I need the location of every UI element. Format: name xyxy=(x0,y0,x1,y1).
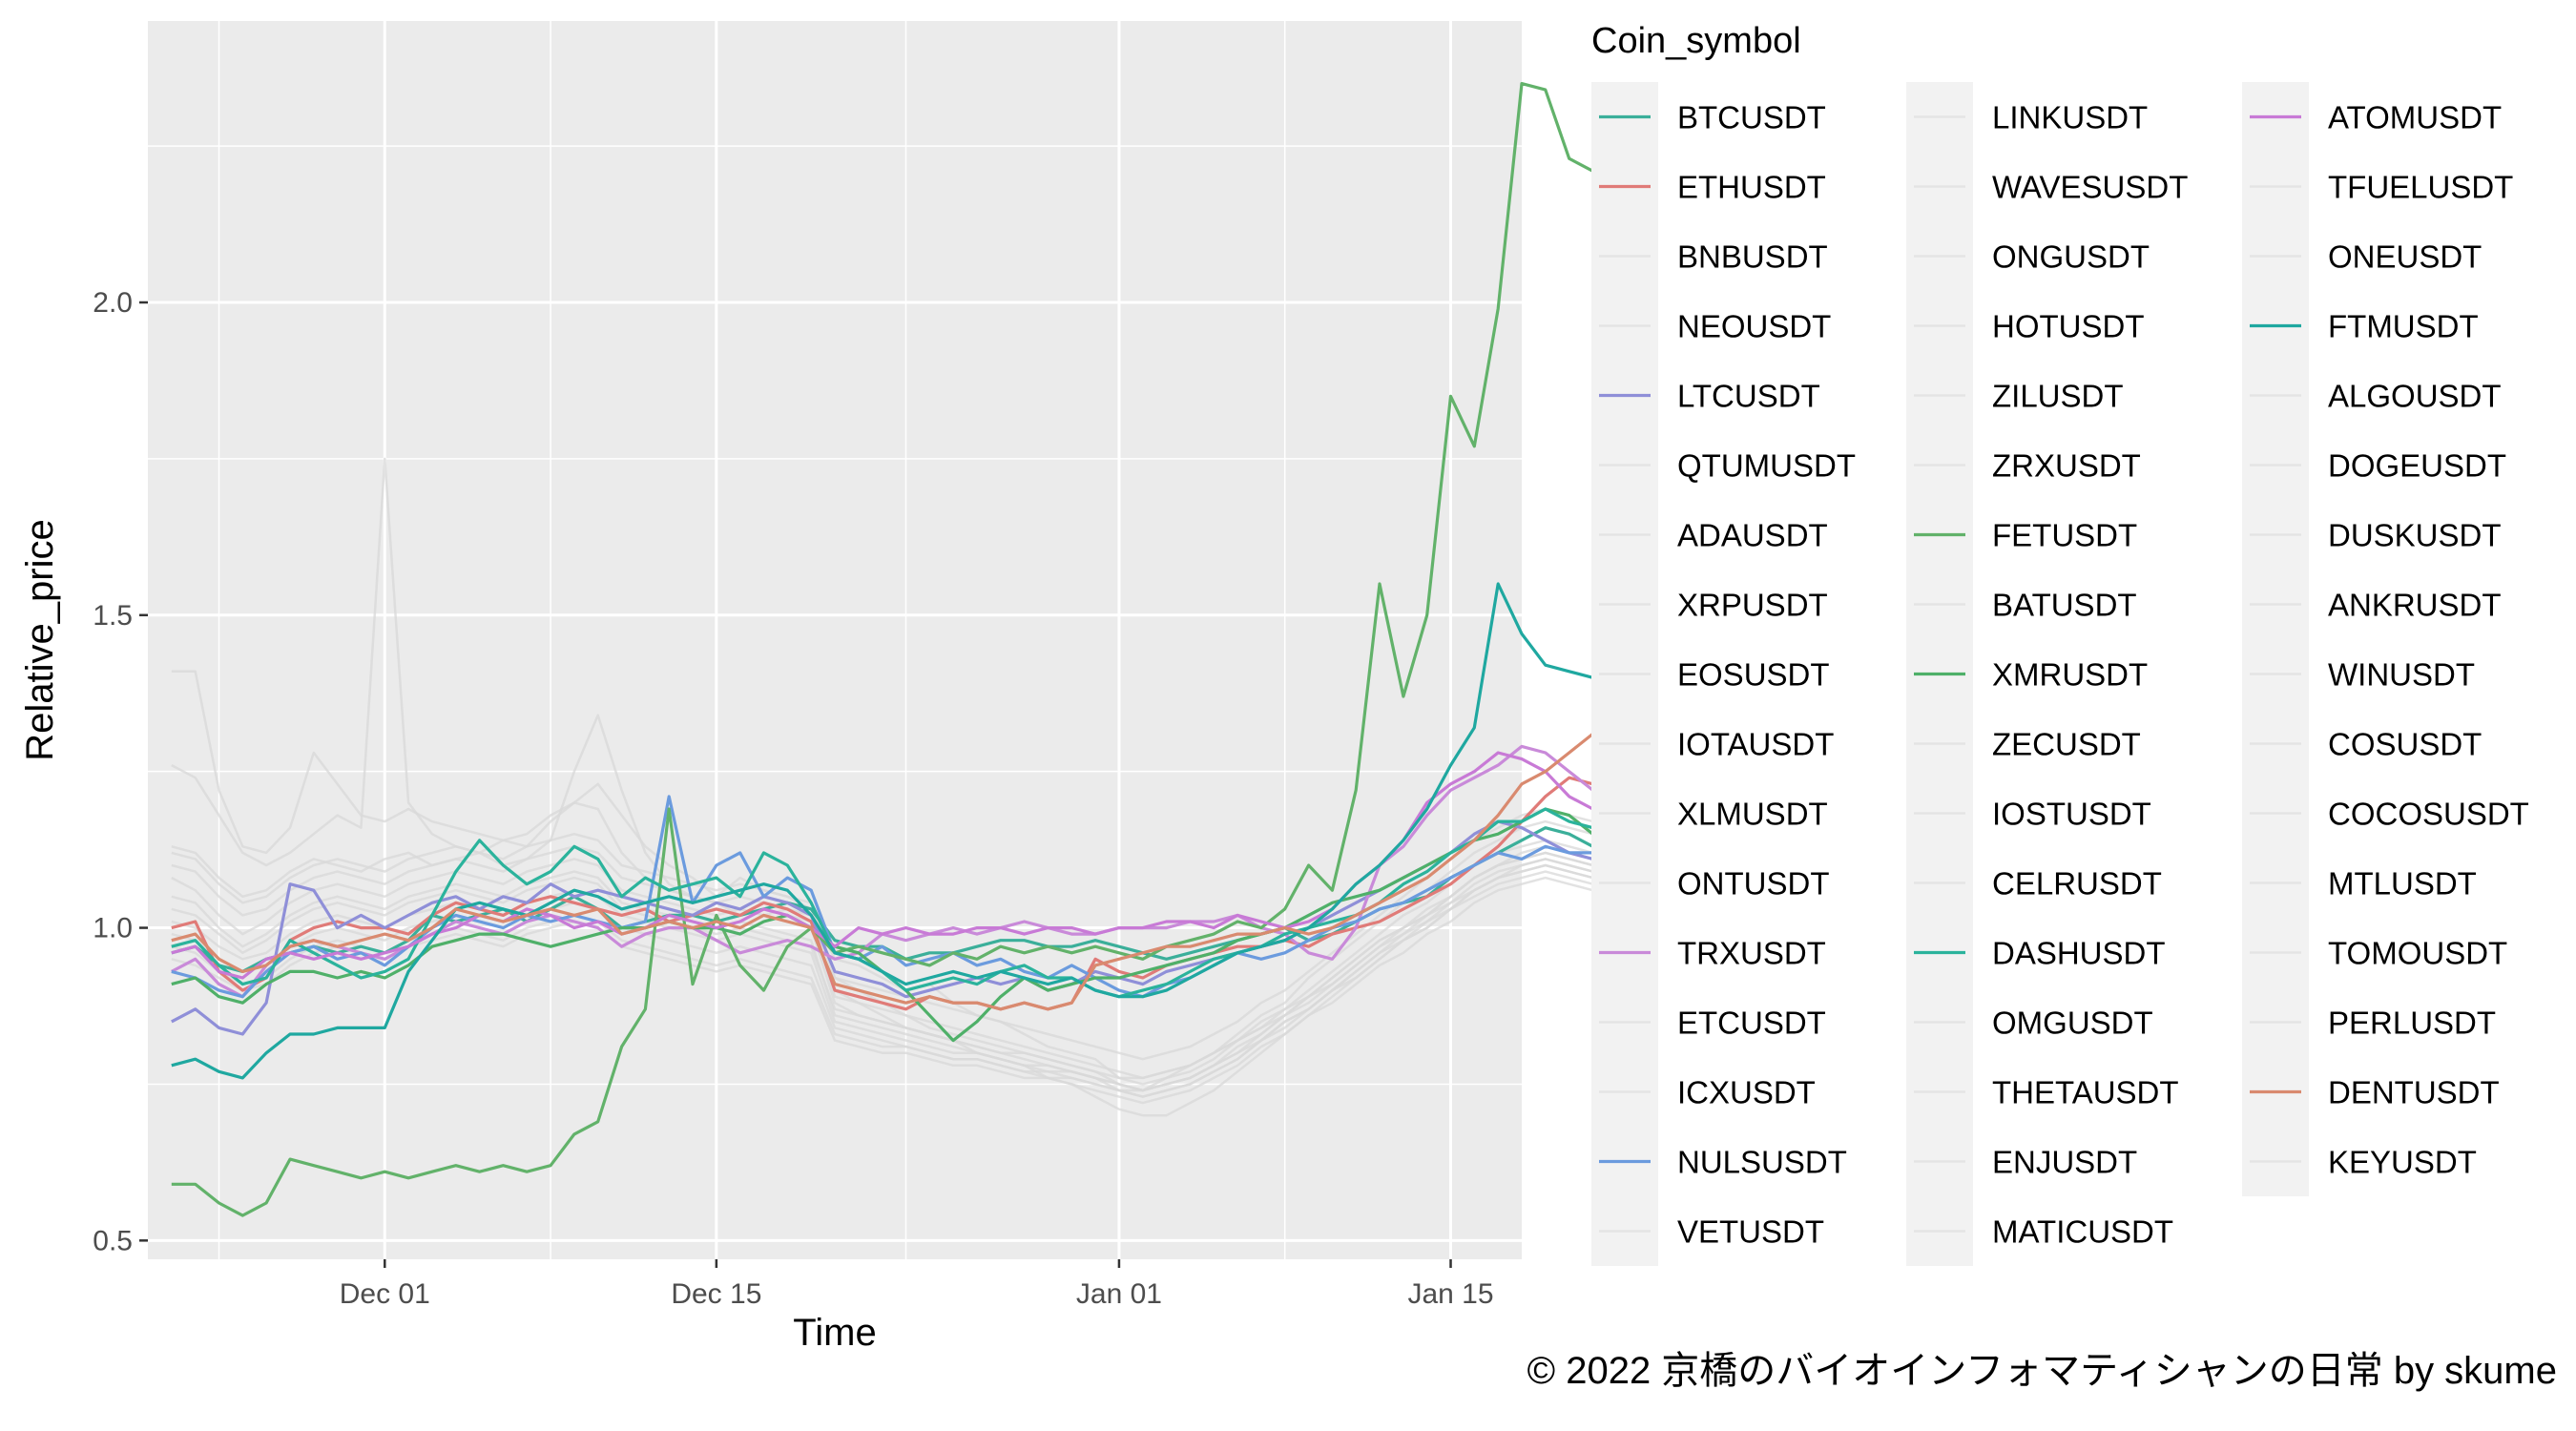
legend-label-ftmusdt: FTMUSDT xyxy=(2328,309,2479,344)
legend-label-xlmusdt: XLMUSDT xyxy=(1677,797,1828,832)
series-line-ftmusdt xyxy=(171,582,1593,1080)
background-series-line xyxy=(171,870,1593,1098)
y-tick-label: 0.5 xyxy=(93,1225,133,1256)
legend-label-maticusdt: MATICUSDT xyxy=(1992,1214,2173,1250)
legend-label-hotusdt: HOTUSDT xyxy=(1992,309,2145,344)
x-axis: Dec 01 Dec 15 Jan 01 Jan 15 xyxy=(340,1259,1494,1310)
legend-label-tfuelusdt: TFUELUSDT xyxy=(2328,170,2513,205)
legend-label-nulsusdt: NULSUSDT xyxy=(1677,1145,1847,1180)
legend-label-thetausdt: THETAUSDT xyxy=(1992,1075,2179,1110)
legend-label-ontusdt: ONTUSDT xyxy=(1677,866,1830,902)
minor-gridlines xyxy=(148,21,1522,1259)
legend-label-ongusdt: ONGUSDT xyxy=(1992,239,2150,275)
legend-label-dogeusdt: DOGEUSDT xyxy=(2328,448,2506,484)
legend-label-zecusdt: ZECUSDT xyxy=(1992,727,2141,762)
y-tick-label: 1.0 xyxy=(93,913,133,944)
legend-label-trxusdt: TRXUSDT xyxy=(1677,936,1826,971)
legend-label-keyusdt: KEYUSDT xyxy=(2328,1145,2477,1180)
background-series-line xyxy=(171,670,1593,1086)
legend-label-etcusdt: ETCUSDT xyxy=(1677,1006,1826,1041)
series-line-fetusdt xyxy=(171,82,1594,1217)
background-series-line xyxy=(171,839,1593,1080)
highlighted-series-lines xyxy=(171,82,1594,1217)
legend-label-zilusdt: ZILUSDT xyxy=(1992,379,2124,414)
y-axis: 0.5 1.0 1.5 2.0 xyxy=(93,287,148,1256)
legend-label-perlusdt: PERLUSDT xyxy=(2328,1006,2496,1041)
x-tick-label: Dec 15 xyxy=(671,1278,761,1310)
major-gridlines xyxy=(148,21,1522,1259)
legend-label-ethusdt: ETHUSDT xyxy=(1677,170,1826,205)
legend-label-tomousdt: TOMOUSDT xyxy=(2328,936,2507,971)
legend-label-cosusdt: COSUSDT xyxy=(2328,727,2482,762)
legend-label-xrpusdt: XRPUSDT xyxy=(1677,588,1828,623)
legend-label-omgusdt: OMGUSDT xyxy=(1992,1006,2153,1041)
caption: © 2022 京橋のバイオインフォマティシャンの日常 by skume xyxy=(1527,1350,2557,1392)
legend-label-iostusdt: IOSTUSDT xyxy=(1992,797,2151,832)
legend-title: Coin_symbol xyxy=(1591,21,1801,61)
legend-label-xmrusdt: XMRUSDT xyxy=(1992,657,2148,693)
legend-label-oneusdt: ONEUSDT xyxy=(2328,239,2482,275)
legend-label-batusdt: BATUSDT xyxy=(1992,588,2137,623)
y-tick-label: 2.0 xyxy=(93,287,133,319)
legend-label-icxusdt: ICXUSDT xyxy=(1677,1075,1816,1110)
background-series-line xyxy=(171,851,1593,1080)
y-axis-title: Relative_price xyxy=(19,519,61,760)
legend-label-bnbusdt: BNBUSDT xyxy=(1677,239,1828,275)
legend-label-eosusdt: EOSUSDT xyxy=(1677,657,1830,693)
legend-label-neousdt: NEOUSDT xyxy=(1677,309,1831,344)
legend-label-linkusdt: LINKUSDT xyxy=(1992,100,2148,135)
x-tick-label: Jan 01 xyxy=(1076,1278,1162,1310)
y-tick-label: 1.5 xyxy=(93,600,133,632)
x-tick-label: Jan 15 xyxy=(1407,1278,1493,1310)
panel-background xyxy=(148,21,1522,1259)
legend-label-dashusdt: DASHUSDT xyxy=(1992,936,2166,971)
legend-label-ankrusdt: ANKRUSDT xyxy=(2328,588,2502,623)
legend-label-iotausdt: IOTAUSDT xyxy=(1677,727,1834,762)
legend-label-enjusdt: ENJUSDT xyxy=(1992,1145,2137,1180)
legend-label-zrxusdt: ZRXUSDT xyxy=(1992,448,2141,484)
legend-label-cocosusdt: COCOSUSDT xyxy=(2328,797,2529,832)
legend-label-qtumusdt: QTUMUSDT xyxy=(1677,448,1856,484)
legend-key-column-background xyxy=(2242,82,2309,1196)
legend-label-wavesusdt: WAVESUSDT xyxy=(1992,170,2188,205)
legend-label-fetusdt: FETUSDT xyxy=(1992,518,2137,553)
x-tick-label: Dec 01 xyxy=(340,1278,430,1310)
legend-label-btcusdt: BTCUSDT xyxy=(1677,100,1826,135)
legend-label-dentusdt: DENTUSDT xyxy=(2328,1075,2500,1110)
legend-label-algousdt: ALGOUSDT xyxy=(2328,379,2502,414)
legend-label-adausdt: ADAUSDT xyxy=(1677,518,1828,553)
legend-label-atomusdt: ATOMUSDT xyxy=(2328,100,2502,135)
legend-label-ltcusdt: LTCUSDT xyxy=(1677,379,1820,414)
legend-label-duskusdt: DUSKUSDT xyxy=(2328,518,2502,553)
legend-label-winusdt: WINUSDT xyxy=(2328,657,2475,693)
background-series-line xyxy=(171,807,1593,1061)
series-line-dentusdt xyxy=(171,733,1594,1011)
legend: BTCUSDT ETHUSDT BNBUSDT NEOUSDT LTCUSDT QTUMU… xyxy=(1591,82,2529,1266)
series-line-ltcusdt xyxy=(171,819,1593,1036)
x-axis-title: Time xyxy=(793,1312,876,1354)
legend-label-mtlusdt: MTLUSDT xyxy=(2328,866,2477,902)
legend-label-vetusdt: VETUSDT xyxy=(1677,1214,1824,1250)
legend-label-celrusdt: CELRUSDT xyxy=(1992,866,2162,902)
